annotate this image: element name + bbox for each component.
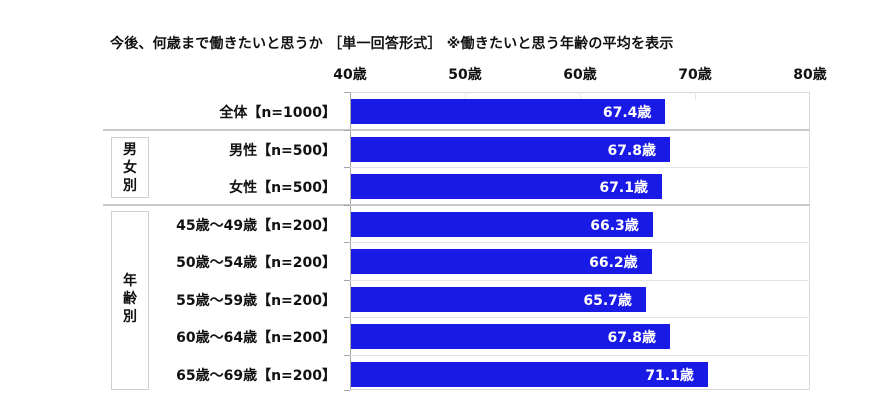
group-char: 年 [123, 273, 137, 289]
row-divider [350, 280, 810, 281]
y-tickmark [344, 205, 350, 206]
bar-value-label: 67.8歳 [607, 330, 656, 346]
bar-value-label: 66.2歳 [589, 255, 638, 271]
gridline [580, 92, 581, 100]
x-tick-label: 40歳 [333, 67, 367, 83]
bar: 71.1歳 [351, 362, 708, 387]
category-label: 全体【n=1000】 [219, 105, 336, 121]
row-divider [350, 242, 810, 243]
category-label: 男性【n=500】 [229, 143, 336, 159]
bar: 67.8歳 [351, 324, 670, 349]
group-separator [103, 129, 810, 131]
category-label: 60歳～64歳【n=200】 [176, 330, 336, 346]
gridline [695, 92, 696, 100]
group-box-age: 年 齢 別 [111, 211, 149, 390]
group-char: 男 [123, 142, 137, 158]
bar: 65.7歳 [351, 287, 646, 312]
chart-title: 今後、何歳まで働きたいと思うか ［単一回答形式］ ※働きたいと思う年齢の平均を表… [110, 36, 674, 52]
category-label: 55歳～59歳【n=200】 [176, 293, 336, 309]
y-tickmark [344, 355, 350, 356]
bar-value-label: 67.4歳 [602, 105, 652, 121]
gridline [465, 92, 466, 100]
category-label: 女性【n=500】 [229, 180, 336, 196]
bar-value-label: 67.1歳 [599, 180, 648, 196]
y-tickmark [344, 390, 350, 391]
x-tick-label: 60歳 [563, 67, 597, 83]
y-tickmark [344, 280, 350, 281]
group-char: 齢 [123, 291, 137, 307]
row-divider [350, 317, 810, 318]
x-tick-label: 80歳 [793, 67, 827, 83]
category-label: 45歳～49歳【n=200】 [176, 218, 336, 234]
bar: 66.2歳 [351, 249, 652, 274]
row-divider [350, 355, 810, 356]
y-tickmark [344, 130, 350, 131]
group-char: 別 [123, 309, 137, 325]
row-divider [350, 167, 810, 168]
bar-value-label: 71.1歳 [645, 368, 694, 384]
bar-value-label: 66.3歳 [590, 218, 639, 234]
bar: 67.1歳 [351, 174, 662, 199]
bar: 67.8歳 [351, 137, 670, 162]
group-char: 女 [123, 160, 137, 176]
x-tick-label: 50歳 [448, 67, 482, 83]
category-label: 50歳～54歳【n=200】 [176, 255, 336, 271]
y-tickmark [344, 242, 350, 243]
bar: 66.3歳 [351, 212, 653, 237]
group-separator [103, 204, 810, 206]
bar-value-label: 65.7歳 [583, 293, 632, 309]
category-label: 65歳～69歳【n=200】 [176, 368, 336, 384]
y-tickmark [344, 167, 350, 168]
bar-value-label: 67.8歳 [607, 143, 656, 159]
bar: 67.4歳 [351, 99, 666, 124]
y-tickmark [344, 317, 350, 318]
x-tick-label: 70歳 [678, 67, 712, 83]
y-tickmark [344, 92, 350, 93]
group-char: 別 [123, 178, 137, 194]
group-box-gender: 男 女 別 [111, 137, 149, 198]
